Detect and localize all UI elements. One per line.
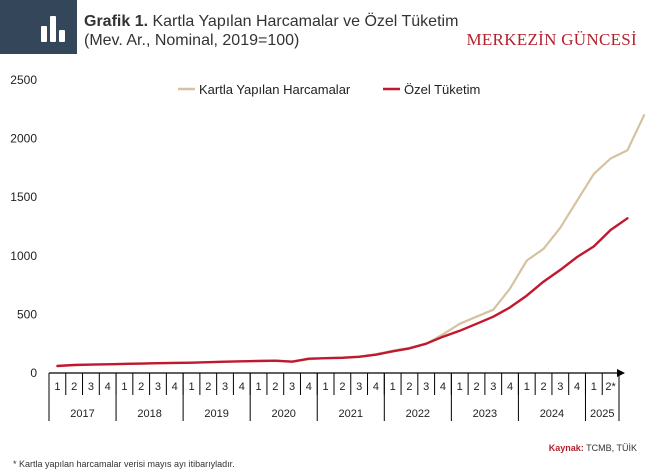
header-icon-box <box>0 0 77 54</box>
x-tick-label: 2* <box>605 381 616 393</box>
bar-chart-icon <box>41 16 65 42</box>
x-tick-label: 3 <box>490 381 496 393</box>
source-value: TCMB, TÜİK <box>586 443 637 453</box>
year-label: 2022 <box>406 408 430 420</box>
brand-logo: MERKEZİN GÜNCESİ <box>466 30 637 49</box>
x-tick-label: 4 <box>105 381 111 393</box>
year-label: 2021 <box>339 408 363 420</box>
x-tick-label: 4 <box>440 381 446 393</box>
x-tick-label: 1 <box>54 381 60 393</box>
y-tick-label: 2000 <box>10 132 37 146</box>
chart-title: Grafik 1. Kartla Yapılan Harcamalar ve Ö… <box>84 12 458 50</box>
x-tick-label: 3 <box>155 381 161 393</box>
subtitle: (Mev. Ar., Nominal, 2019=100) <box>84 32 300 49</box>
year-label: 2018 <box>137 408 161 420</box>
x-tick-label: 3 <box>423 381 429 393</box>
y-tick-label: 500 <box>17 307 37 321</box>
title-text: Kartla Yapılan Harcamalar ve Özel Tüketi… <box>152 13 459 30</box>
x-tick-label: 1 <box>121 381 127 393</box>
x-tick-label: 1 <box>323 381 329 393</box>
x-tick-label: 1 <box>188 381 194 393</box>
x-tick-label: 4 <box>239 381 245 393</box>
year-label: 2023 <box>473 408 497 420</box>
x-tick-label: 3 <box>88 381 94 393</box>
x-axis-arrow <box>617 369 625 377</box>
x-tick-label: 4 <box>172 381 178 393</box>
source-label: Kaynak: <box>548 443 584 453</box>
y-tick-label: 2500 <box>10 73 37 87</box>
x-tick-label: 3 <box>222 381 228 393</box>
x-tick-label: 2 <box>272 381 278 393</box>
y-tick-label: 1500 <box>10 190 37 204</box>
x-tick-label: 2 <box>138 381 144 393</box>
x-tick-label: 2 <box>473 381 479 393</box>
x-tick-label: 2 <box>540 381 546 393</box>
legend-private-consumption-label: Özel Tüketim <box>404 82 480 97</box>
x-tick-label: 1 <box>390 381 396 393</box>
legend-card-spending-label: Kartla Yapılan Harcamalar <box>199 82 351 97</box>
x-tick-label: 1 <box>457 381 463 393</box>
x-tick-label: 4 <box>574 381 580 393</box>
x-tick-label: 2 <box>339 381 345 393</box>
x-tick-label: 3 <box>289 381 295 393</box>
source-note: Kaynak: TCMB, TÜİK <box>549 443 637 453</box>
year-label: 2025 <box>590 408 614 420</box>
y-tick-label: 0 <box>30 366 37 380</box>
x-tick-label: 4 <box>373 381 379 393</box>
x-tick-label: 1 <box>524 381 530 393</box>
year-label: 2017 <box>70 408 94 420</box>
card-spending-line <box>56 114 646 367</box>
private-consumption-line <box>56 217 629 368</box>
y-tick-label: 1000 <box>10 249 37 263</box>
x-tick-label: 4 <box>306 381 312 393</box>
year-label: 2024 <box>540 408 564 420</box>
title-prefix: Grafik 1. <box>84 13 149 30</box>
year-label: 2020 <box>271 408 295 420</box>
x-tick-label: 2 <box>406 381 412 393</box>
x-tick-label: 3 <box>557 381 563 393</box>
x-tick-label: 2 <box>205 381 211 393</box>
x-tick-label: 3 <box>356 381 362 393</box>
x-tick-label: 1 <box>591 381 597 393</box>
x-tick-label: 4 <box>507 381 513 393</box>
x-tick-label: 1 <box>255 381 261 393</box>
footnote: * Kartla yapılan harcamalar verisi mayıs… <box>13 459 235 469</box>
x-tick-label: 2 <box>71 381 77 393</box>
year-label: 2019 <box>204 408 228 420</box>
